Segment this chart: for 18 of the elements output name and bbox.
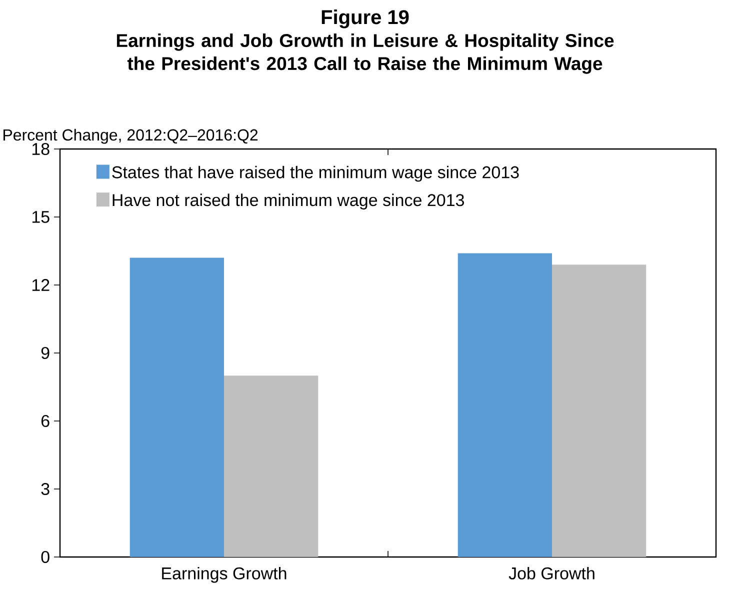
y-tick-label: 0 [41, 550, 50, 564]
y-tick-label: 3 [41, 482, 50, 496]
y-tick-label: 6 [41, 414, 50, 428]
bar [552, 264, 646, 557]
bar [224, 376, 318, 557]
chart-title: Figure 19 [322, 10, 409, 28]
y-tick-label: 15 [32, 211, 50, 223]
y-tick-label: 18 [32, 142, 50, 156]
bar [458, 253, 552, 557]
x-tick-label: Earnings Growth [162, 566, 286, 583]
y-tick-label: 9 [41, 346, 50, 360]
y-axis-title: Percent Change, 2012:Q2–2016:Q2 [4, 128, 258, 144]
legend-label: States that have raised the minimum wage since 2013 [112, 166, 519, 182]
bar [130, 258, 224, 557]
chart-subtitle: Earnings and Job Growth in Leisure & Hospitality Since the President's 2013 Call to Raise the Minimum Wage [116, 34, 614, 74]
y-tick-label: 12 [32, 279, 50, 291]
x-tick-label: Job Growth [508, 566, 594, 580]
legend-label: Have not raised the minimum wage since 2013 [112, 194, 464, 210]
